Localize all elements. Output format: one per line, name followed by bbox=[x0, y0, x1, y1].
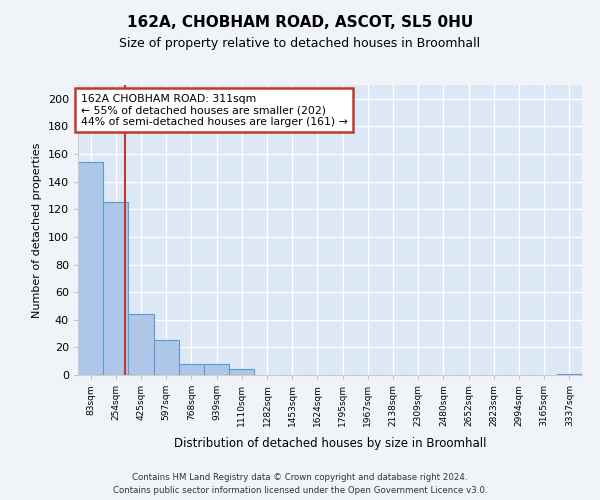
Bar bbox=[179, 364, 204, 375]
Bar bbox=[204, 364, 229, 375]
Bar bbox=[557, 374, 582, 375]
Bar bbox=[128, 314, 154, 375]
Bar bbox=[103, 202, 128, 375]
Y-axis label: Number of detached properties: Number of detached properties bbox=[32, 142, 42, 318]
Bar bbox=[154, 340, 179, 375]
Text: 162A CHOBHAM ROAD: 311sqm
← 55% of detached houses are smaller (202)
44% of semi: 162A CHOBHAM ROAD: 311sqm ← 55% of detac… bbox=[80, 94, 347, 127]
X-axis label: Distribution of detached houses by size in Broomhall: Distribution of detached houses by size … bbox=[174, 438, 486, 450]
Text: 162A, CHOBHAM ROAD, ASCOT, SL5 0HU: 162A, CHOBHAM ROAD, ASCOT, SL5 0HU bbox=[127, 15, 473, 30]
Bar bbox=[229, 370, 254, 375]
Text: Contains HM Land Registry data © Crown copyright and database right 2024.
Contai: Contains HM Land Registry data © Crown c… bbox=[113, 473, 487, 495]
Text: Size of property relative to detached houses in Broomhall: Size of property relative to detached ho… bbox=[119, 38, 481, 51]
Bar bbox=[78, 162, 103, 375]
